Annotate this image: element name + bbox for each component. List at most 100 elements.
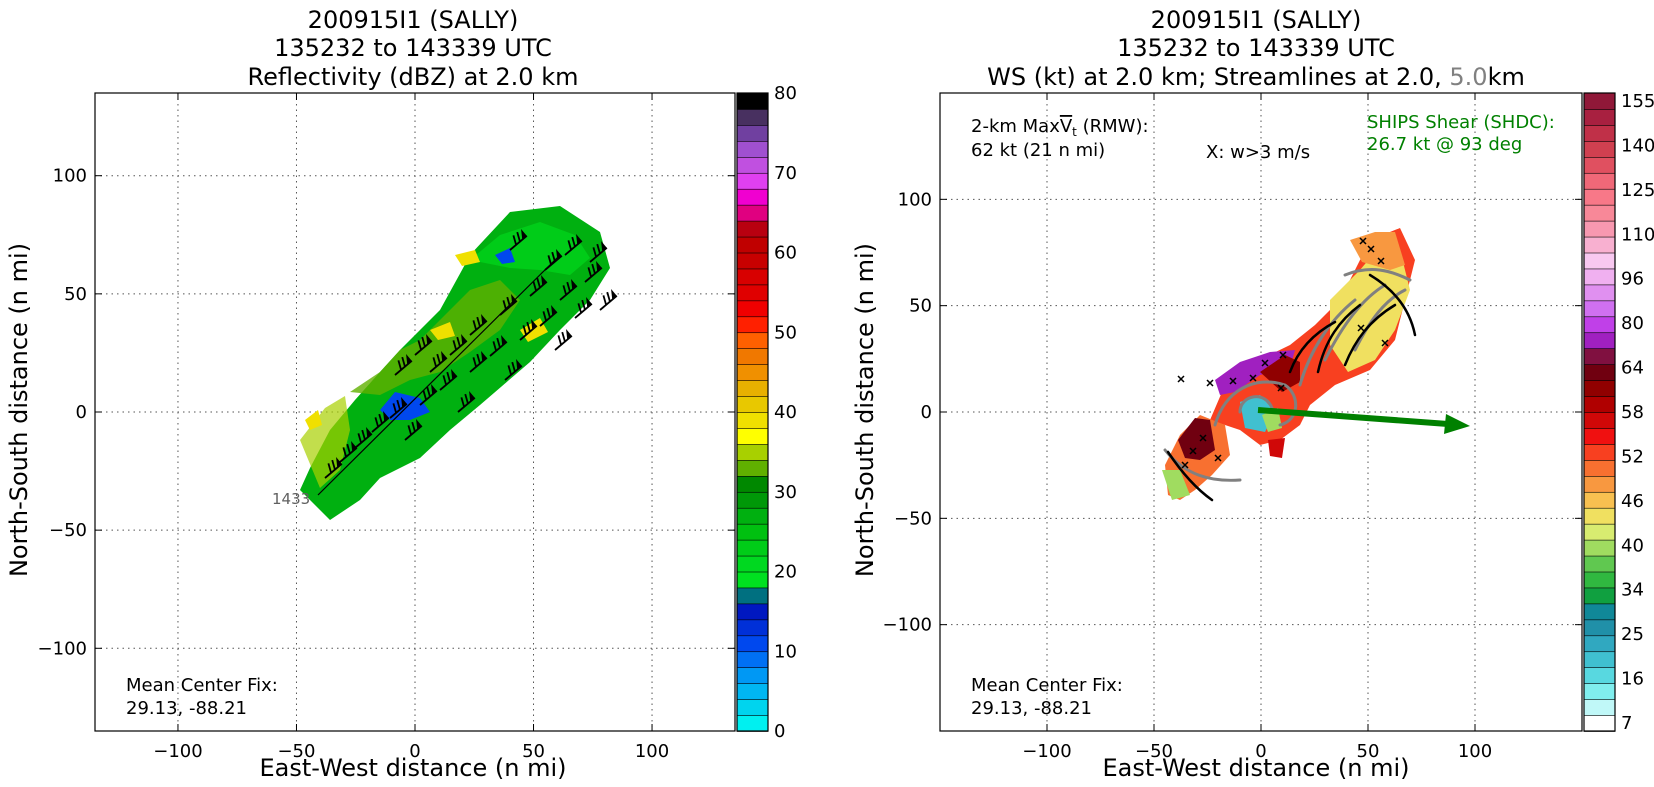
wind-barb [599,288,618,311]
wind-barb-flag [611,288,617,300]
reflectivity-band-north [470,222,590,275]
wind-barb-feather [522,325,527,336]
colorbar-tick-label: 46 [1621,491,1644,512]
wind-barb [499,293,518,316]
colorbar-cell [736,268,769,286]
wind-barb-flag [576,233,582,245]
wind-barb-flag [511,293,517,305]
wind-barb [439,368,458,391]
colorbar-frame [736,92,769,732]
wind-barb-flag [441,350,447,362]
y-tick-label: −50 [49,520,87,541]
colorbar-cell [736,363,769,381]
wind-barb-flag [516,358,522,370]
wind-barb-flag [556,248,562,260]
colorbar-cell [1583,300,1616,318]
colorbar-tick-label: 70 [774,163,797,184]
wind-barb-flag [336,456,342,468]
wind-barb-feather [512,235,517,246]
wind-barb-feather [511,361,516,372]
wind-barb-flag [571,278,577,290]
colorbar-tick-label: 40 [1621,535,1644,556]
colorbar-tick-label: 64 [1621,358,1644,379]
colorbar-tick-label: 96 [1621,269,1644,290]
colorbar-cell [736,108,769,126]
updraft-legend: X: w>3 m/s [1206,142,1310,163]
wind-barb-feather [346,443,351,454]
wind-barb-flag [416,418,422,430]
colorbar-cell [1583,666,1616,684]
wind-barb-feather [432,357,437,368]
wind-barb-flag [426,333,432,345]
colorbar-cell [1583,379,1616,397]
windspeed-colorbar: 7 16 25 34 40 46 52 58 64 80 96 110 125 140 155 [1583,91,1654,734]
reflectivity-field [300,206,610,520]
vmax-value: 62 kt (21 n mi) [971,140,1105,161]
updraft-x [1199,434,1207,442]
wind-barb-feather [460,397,465,408]
right-title-line-1: 200915I1 (SALLY) [1151,6,1362,34]
colorbar-cell [736,698,769,716]
updraft-x [1359,237,1367,245]
colorbar-cell [736,284,769,302]
flight-track [317,254,561,496]
streamline-2km-sw [1166,450,1214,502]
wind-barb-feather [567,240,572,251]
wind-barb-feather [422,390,427,401]
windspeed-sw-green [1162,470,1190,500]
colorbar-cell [1583,603,1616,621]
windspeed-patch [1268,438,1285,458]
colorbar-tick-label: 16 [1621,669,1644,690]
wind-barb-feather [476,316,481,327]
colorbar-tick-label: 140 [1621,135,1654,156]
left-title-line-3: Reflectivity (dBZ) at 2.0 km [248,63,579,91]
x-tick-label: 50 [1357,741,1380,762]
colorbar-cell [736,188,769,206]
wind-barb [564,233,583,256]
y-tick-label: 0 [76,402,87,423]
shear-label: SHIPS Shear (SHDC): [1367,112,1555,133]
updraft-x [1261,359,1269,367]
reflectivity-high-patch [455,250,480,266]
colorbar-cell [1583,108,1616,126]
colorbar-cell [1583,252,1616,270]
wind-barb-feather [551,251,556,262]
colorbar-cell [736,220,769,238]
streamline-2km-ne [1343,303,1397,367]
wind-barb-feather [436,353,441,364]
wind-barb-flag [481,313,487,325]
wind-barb-feather [546,307,551,318]
wind-barb-feather [577,303,582,314]
left-center-fix-value: 29.13, -88.21 [126,698,247,719]
colorbar-tick-label: 10 [774,641,797,662]
wind-barb [389,396,408,419]
wind-barb-flag [451,368,457,380]
x-tick-label: 0 [1255,741,1266,762]
wind-barb-feather [327,463,332,474]
wind-barb [449,333,468,356]
colorbar-cell [736,411,769,429]
wind-barb [554,328,573,351]
updraft-x [1177,375,1185,383]
colorbar-cell [1583,619,1616,637]
wind-barb [339,440,358,463]
wind-barb-staff [469,320,488,336]
colorbar-tick-label: 125 [1621,180,1654,201]
colorbar-tick-label: 7 [1621,713,1632,734]
updraft-x [1377,257,1385,265]
wind-barb-feather [557,335,562,346]
colorbar-cell [1583,427,1616,445]
updraft-x [1206,379,1214,387]
updraft-markers [1177,237,1389,469]
colorbar-cell [1583,634,1616,653]
wind-barb-feather [442,375,447,386]
wind-barb [457,390,476,413]
wind-barb [544,248,563,271]
wind-barb [414,333,433,356]
colorbar-tick-label: 0 [774,721,785,742]
wind-barb-flag [531,318,537,330]
colorbar-cell [1583,220,1616,238]
wind-barb-feather [421,336,426,347]
wind-barb-flag [601,240,607,252]
colorbar-tick-label: 50 [774,322,797,343]
